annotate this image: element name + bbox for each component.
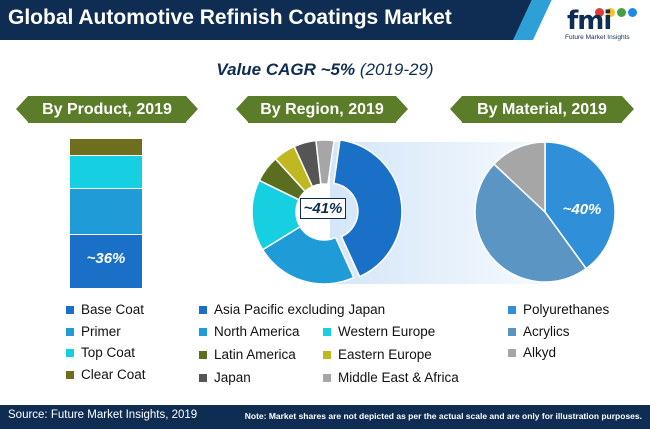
legend-label: Western Europe: [338, 324, 436, 339]
bar-segment-clear-coat: [70, 138, 142, 155]
cagr-value: Value CAGR ~5%: [216, 60, 356, 79]
legend-item-alkyd: Alkyd: [508, 345, 556, 360]
legend-swatch: [199, 305, 207, 314]
legend-item-top-coat: Top Coat: [66, 345, 135, 360]
legend-item-north-america: North America: [199, 324, 300, 339]
page-title: Global Automotive Refinish Coatings Mark…: [8, 6, 452, 29]
footer-source: Source: Future Market Insights, 2019: [8, 409, 198, 421]
title-bar: Global Automotive Refinish Coatings Mark…: [0, 0, 560, 40]
footer: Source: Future Market Insights, 2019 Not…: [0, 405, 650, 429]
legend-swatch: [199, 327, 207, 336]
legend-swatch: [199, 350, 207, 359]
legend-swatch: [66, 370, 74, 379]
legend-label: Clear Coat: [81, 367, 146, 382]
legend-item-base-coat: Base Coat: [66, 302, 144, 317]
material-callout: ~40%: [562, 201, 602, 218]
pie-slice-north-america: [261, 225, 355, 285]
region-callout-label: ~41%: [299, 198, 347, 219]
pie-slice-asia-pacific-excluding-japan: [332, 138, 403, 278]
pie-slice-alkyd: [492, 141, 546, 214]
legend-label: Top Coat: [81, 345, 136, 360]
pie-slice-middle-east-africa: [315, 139, 335, 186]
logo-dots-icon: [595, 4, 639, 22]
bar-segment-top-coat: [70, 154, 142, 188]
region-callout: ~41%: [298, 198, 348, 219]
legend-label: Eastern Europe: [338, 347, 432, 362]
legend-label: Japan: [214, 370, 251, 385]
legend-swatch: [66, 348, 74, 357]
legend-label: Latin America: [214, 347, 296, 362]
legend-item-primer: Primer: [66, 324, 121, 339]
legend-label: North America: [214, 324, 300, 339]
legend-item-polyurethanes: Polyurethanes: [508, 302, 609, 317]
legend-item-eastern-europe: Eastern Europe: [323, 347, 432, 362]
legend-label: Polyurethanes: [523, 302, 610, 317]
legend-item-clear-coat: Clear Coat: [66, 367, 146, 382]
legend-item-acrylics: Acrylics: [508, 324, 570, 339]
bar-segment-primer: [70, 187, 142, 234]
legend-swatch: [66, 305, 74, 314]
legend-item-middle-east-africa: Middle East & Africa: [323, 370, 459, 385]
legend-swatch: [508, 327, 516, 336]
legend-swatch: [66, 327, 74, 336]
legend-label: Asia Pacific excluding Japan: [214, 302, 386, 317]
region-banner: By Region, 2019: [236, 96, 408, 123]
legend-item-japan: Japan: [199, 370, 251, 385]
product-stacked-bar: [70, 138, 142, 288]
footer-note: Note: Market shares are not depicted as …: [244, 411, 642, 421]
legend-label: Alkyd: [523, 345, 557, 360]
legend-label: Base Coat: [81, 302, 145, 317]
pie-slice-acrylics: [474, 163, 588, 283]
material-banner: By Material, 2019: [450, 96, 634, 123]
legend-item-latin-america: Latin America: [199, 347, 296, 362]
bar-segment-base-coat: [70, 234, 142, 288]
legend-label: Primer: [81, 324, 121, 339]
legend-swatch: [199, 373, 207, 382]
legend-swatch: [323, 327, 331, 336]
legend-swatch: [508, 305, 516, 314]
legend-swatch: [323, 350, 331, 359]
cagr-subtitle: Value CAGR ~5% (2019-29): [0, 60, 650, 80]
logo-subtext: Future Market Insights: [565, 34, 630, 41]
pie-slice-polyurethanes: [544, 141, 616, 270]
fmi-logo: fmi Future Market Insights: [565, 4, 649, 44]
cagr-period: (2019-29): [359, 60, 434, 79]
legend-swatch: [323, 373, 331, 382]
product-banner: By Product, 2019: [16, 96, 198, 123]
legend-item-western-europe: Western Europe: [323, 324, 435, 339]
logo-text: fmi: [567, 6, 612, 36]
product-callout: ~36%: [86, 250, 126, 267]
legend-label: Acrylics: [523, 324, 570, 339]
legend-item-asia-pacific: Asia Pacific excluding Japan: [199, 302, 385, 317]
legend-swatch: [508, 348, 516, 357]
legend-label: Middle East & Africa: [338, 370, 459, 385]
